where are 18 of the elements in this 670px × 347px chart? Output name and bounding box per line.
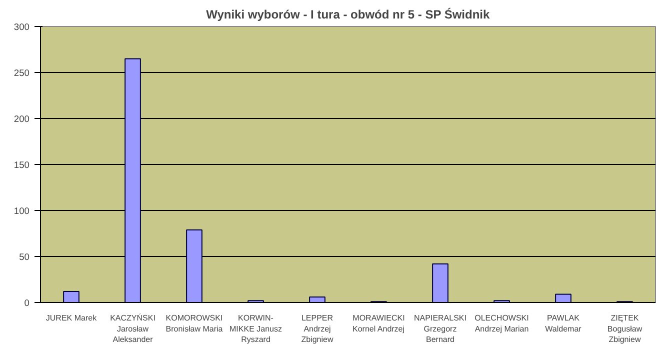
x-tick-label: MORAWIECKI Kornel Andrzej: [352, 314, 405, 334]
y-tick-label: 250: [14, 68, 30, 78]
x-tick-label: LEPPER Andrzej Zbigniew: [301, 314, 334, 344]
x-tick-label: NAPIERALSKI Grzegorz Bernard: [414, 314, 466, 344]
x-tick-label: KORWIN- MIKKE Janusz Ryszard: [230, 314, 282, 344]
chart-title: Wyniki wyborów - I tura - obwód nr 5 - SP Świdnik: [206, 8, 490, 22]
y-tick-label: 300: [14, 22, 30, 32]
x-tick-label: OLECHOWSKI Andrzej Marian: [474, 314, 529, 334]
y-tick-label: 150: [14, 160, 30, 170]
x-tick-label: KACZYŃSKI Jarosław Aleksander: [110, 314, 156, 344]
y-tick-label: 50: [19, 252, 30, 262]
x-tick-label: JUREK Marek: [46, 314, 98, 322]
x-tick-label: KOMOROWSKI Bronisław Maria: [166, 314, 224, 334]
x-tick-label: ZIĘTEK Bogusław Zbigniew: [607, 314, 642, 344]
y-tick-label: 100: [14, 206, 30, 216]
y-tick-label: 0: [24, 298, 30, 308]
y-tick-label: 200: [14, 114, 30, 124]
x-tick-label: PAWLAK Waldemar: [545, 314, 582, 334]
